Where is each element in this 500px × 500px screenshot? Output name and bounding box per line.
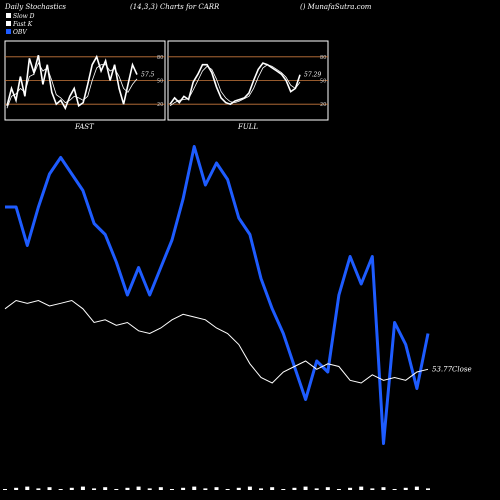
fast-panel-label: FAST (74, 123, 95, 131)
volume-bar (3, 489, 7, 490)
volume-bar (314, 488, 319, 490)
volume-bar (426, 488, 430, 490)
close-price-line (4, 299, 429, 384)
fast-tick-label-50: 50 (157, 79, 163, 85)
legend-label-fast-k: Fast K (12, 21, 33, 28)
fast-series-fast-k (6, 54, 138, 111)
volume-bar (247, 486, 252, 490)
main-price-obv-panel: 53.77Close (3, 145, 472, 490)
volume-bar (69, 487, 74, 490)
volume-bar (225, 489, 230, 490)
volume-bar (281, 489, 286, 490)
volume-bar (14, 487, 19, 490)
title-right: () MunafaSutra.com (300, 3, 372, 11)
fast-stochastic-panel: 20 50 80 57.5 FAST (4, 40, 166, 131)
fast-tick-label-20: 20 (157, 102, 163, 108)
legend-swatch-fast-k (6, 21, 11, 26)
legend-swatch-slow-d (6, 13, 11, 18)
full-tick-label-20: 20 (320, 102, 326, 108)
volume-bar (147, 488, 152, 490)
title-mid: (14,3,3) Charts for CARR (130, 3, 220, 11)
title-left: Daily Stochastics (4, 3, 66, 11)
full-tick-label-80: 80 (320, 55, 326, 61)
volume-bar (181, 487, 186, 490)
volume-bar (325, 487, 330, 490)
volume-bar (103, 487, 108, 490)
fast-tick-label-80: 80 (157, 55, 163, 61)
full-stochastic-panel: 20 50 80 57.29 FULL (167, 40, 329, 131)
volume-bar (114, 489, 119, 490)
full-series-slow-d (169, 64, 301, 107)
volume-bar (192, 486, 197, 490)
volume-bar (80, 486, 85, 490)
volume-bar (359, 486, 364, 490)
volume-bar (414, 486, 419, 490)
legend-label-slow-d: Slow D (13, 13, 35, 20)
obv-line (5, 145, 430, 445)
volume-bar (58, 489, 63, 490)
volume-bar (236, 487, 241, 490)
full-panel-label: FULL (237, 123, 258, 131)
volume-bar (125, 487, 130, 490)
legend-swatch-obv (6, 29, 11, 34)
fast-series-slow-d (6, 62, 138, 109)
volume-bar (36, 488, 41, 490)
volume-bar (270, 487, 275, 490)
volume-bar (214, 487, 219, 490)
volume-bar (348, 487, 353, 490)
volume-bar (136, 486, 141, 490)
volume-bar (403, 487, 408, 490)
volume-bar (292, 487, 297, 490)
volume-bar (259, 488, 264, 490)
legend-label-obv: OBV (13, 29, 27, 36)
volume-bar (381, 487, 386, 490)
volume-bar (92, 488, 97, 490)
full-tick-label-50: 50 (320, 79, 326, 85)
volume-bar (47, 487, 52, 490)
volume-bar (158, 487, 163, 490)
fast-value-label: 57.5 (141, 72, 155, 79)
volume-bar (303, 486, 308, 490)
volume-bar (370, 488, 375, 490)
volume-bar (203, 488, 208, 490)
volume-bar (25, 486, 30, 490)
last-close-label: 53.77Close (432, 365, 472, 373)
full-series-fast-k (169, 62, 301, 106)
volume-bar (336, 489, 341, 490)
volume-bar (392, 489, 397, 490)
full-value-label: 57.29 (304, 72, 321, 79)
volume-bar (169, 489, 174, 490)
